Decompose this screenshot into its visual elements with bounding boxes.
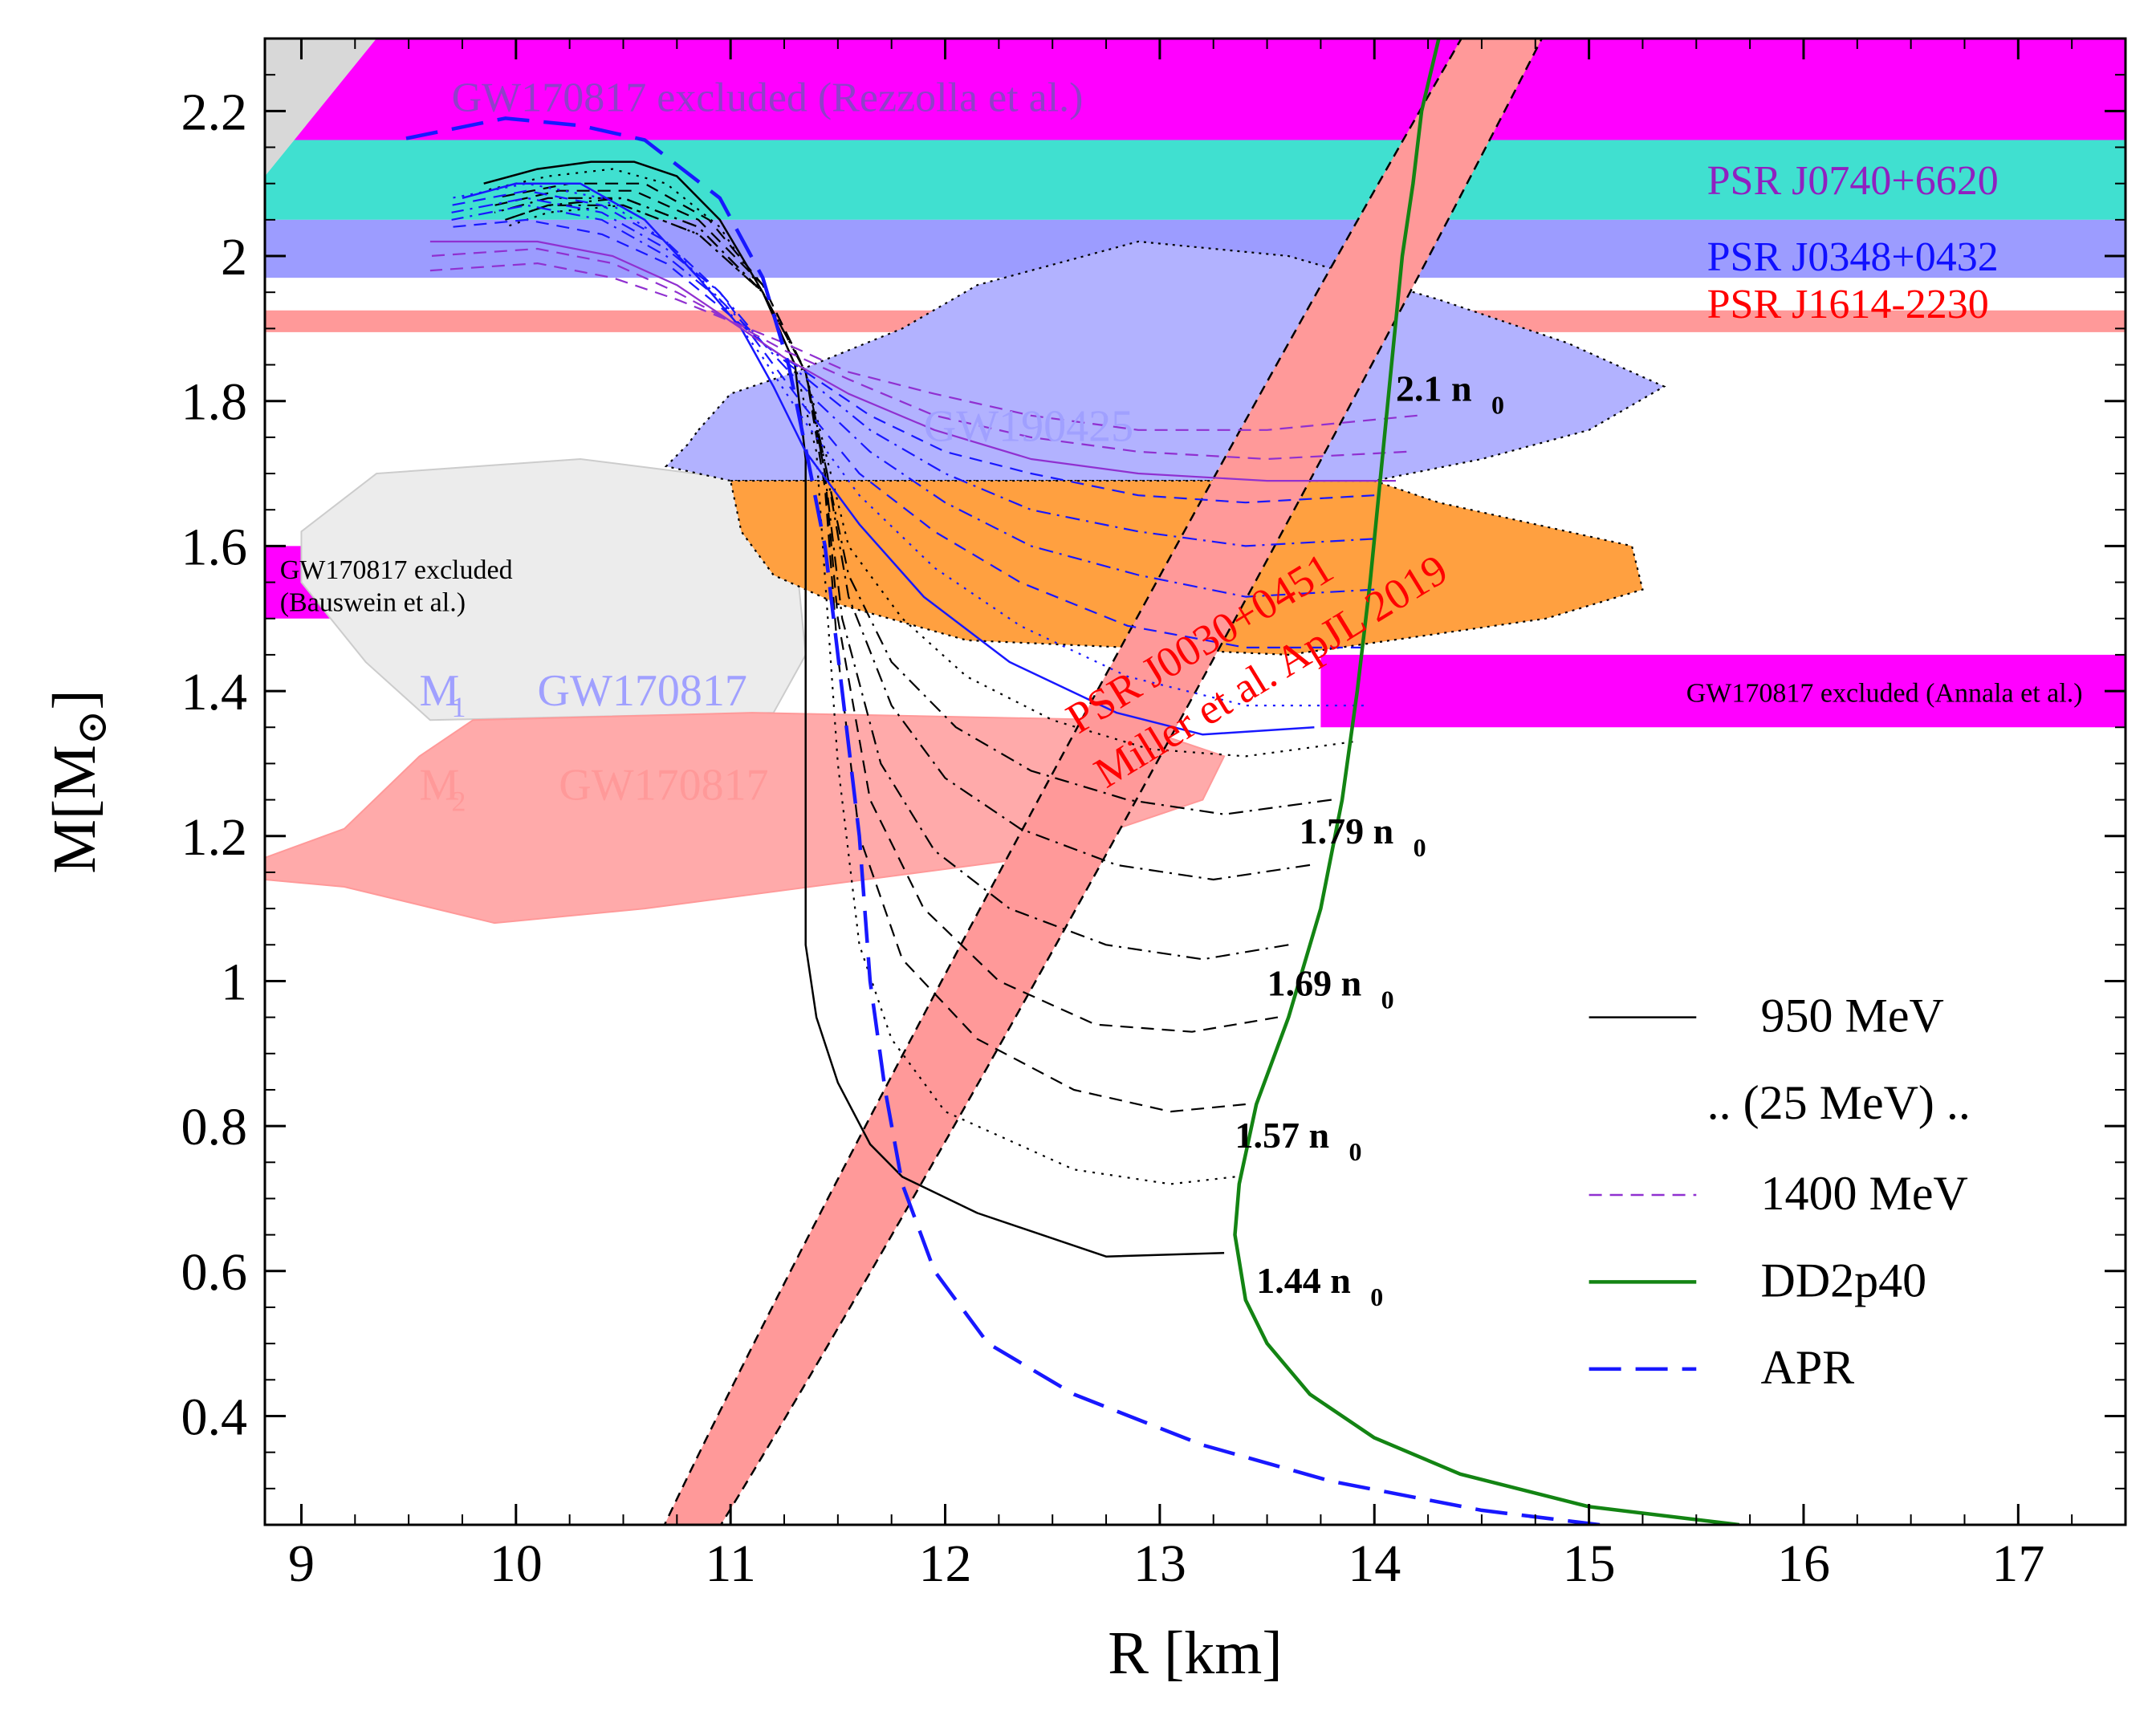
ellipse-psr-j0030-0451	[587, 39, 1746, 1525]
y-tick-label: 2.2	[181, 83, 248, 141]
region-label-gw170817-m1: GW170817	[538, 666, 747, 716]
series-25-mev-step-5	[505, 197, 1311, 881]
plot-area	[265, 39, 2125, 1525]
x-tick-label: 13	[1133, 1534, 1186, 1593]
series-blue-dashdot-1	[451, 197, 1375, 598]
x-tick-label: 12	[919, 1534, 972, 1593]
density-label-value: 2.1 n	[1396, 368, 1472, 409]
y-tick-label: 2	[221, 228, 247, 287]
series-violet-solid	[429, 240, 1396, 482]
series-25-mev-step-3	[494, 189, 1279, 1033]
band-gw170817-excluded-annala-et-al	[1320, 654, 2125, 728]
y-tick-label: 1.2	[181, 808, 248, 867]
density-label-sub: 0	[1349, 1137, 1361, 1166]
y-tick-label: 0.4	[181, 1388, 248, 1446]
series-blue-dotted-1	[451, 182, 1364, 707]
series-blue-dashdot-2	[451, 204, 1375, 547]
y-label-prefix: M[M	[41, 745, 108, 873]
density-label-0: 2.1 n 0	[1396, 368, 1504, 420]
series-25-mev-step-2	[494, 182, 1246, 1113]
series-apr	[397, 116, 1601, 1525]
band-label-j0348: PSR J0348+0432	[1707, 234, 1999, 280]
corner-region-overlay	[265, 39, 377, 177]
legend-label-1400-mev: 1400 MeV	[1760, 1167, 1967, 1220]
series-25-mev-step-7	[505, 204, 1353, 758]
region-gw170817-m2	[265, 712, 1226, 925]
y-label-sun-symbol: ⊙	[70, 710, 116, 746]
region-label-m2-sub: 2	[451, 786, 466, 818]
region-label-gw170817-m2: GW170817	[559, 761, 768, 811]
band-label-bauswein-1: GW170817 excluded	[280, 555, 513, 585]
band-label-j1614: PSR J1614-2230	[1707, 282, 1989, 327]
x-tick-label: 16	[1777, 1534, 1830, 1593]
axes: 9 10 11 12 13 14 15 16 170.40.60.811.21.41.61.82…	[181, 39, 2125, 1593]
y-tick-label: 0.6	[181, 1243, 248, 1302]
region-label-m1: M	[419, 666, 459, 716]
region-label-m1-sub: 1	[451, 691, 466, 723]
region-label-m2: M	[419, 761, 459, 811]
series-950-mev	[483, 161, 1225, 1258]
y-axis-label-text: M[M⊙]	[41, 689, 116, 873]
series-blue-dashed-2	[451, 218, 1375, 504]
density-label-value: 1.69 n	[1267, 963, 1362, 1004]
density-label-2: 1.69 n 0	[1267, 963, 1394, 1014]
legend-label-apr: APR	[1760, 1341, 1854, 1394]
series-25-mev-step-6	[505, 204, 1332, 815]
region-gw190425-blue	[664, 240, 1666, 482]
density-label-value: 1.57 n	[1235, 1115, 1329, 1156]
x-axis-label: R [km]	[1108, 1619, 1282, 1687]
y-axis-label: M[M⊙]	[41, 689, 116, 873]
y-tick-label: 1	[221, 953, 247, 1011]
density-label-sub: 0	[1491, 391, 1504, 420]
density-label-sub: 0	[1381, 986, 1394, 1014]
region-label-gw190425: GW190425	[924, 401, 1133, 451]
band-label-j0740: PSR J0740+6620	[1707, 158, 1999, 204]
y-tick-label: 1.4	[181, 663, 248, 721]
x-tick-label: 15	[1563, 1534, 1616, 1593]
y-tick-label: 1.8	[181, 373, 248, 432]
density-label-1: 1.79 n 0	[1300, 811, 1426, 862]
x-tick-label: 10	[490, 1534, 543, 1593]
series-blue-dashed-1	[451, 189, 1364, 648]
series-blue-solid	[462, 182, 1315, 736]
x-tick-label: 14	[1348, 1534, 1401, 1593]
y-tick-label: 0.8	[181, 1098, 248, 1156]
density-label-value: 1.79 n	[1300, 811, 1394, 851]
plot-frame	[263, 37, 2127, 1526]
band-label-bauswein-2: (Bauswein et al.)	[280, 588, 466, 618]
x-tick-label: 9	[288, 1534, 315, 1593]
density-label-sub: 0	[1414, 833, 1426, 862]
y-tick-label: 1.6	[181, 518, 248, 576]
series-violet-dashed-1	[429, 247, 1407, 461]
legend-label-25-mev: .. (25 MeV) ..	[1707, 1076, 1971, 1129]
density-label-4: 1.44 n 0	[1256, 1260, 1383, 1311]
legend: 950 MeV .. (25 MeV) .. 1400 MeV DD2p40 APR	[1589, 990, 1971, 1394]
band-label-annala: GW170817 excluded (Annala et al.)	[1686, 679, 2083, 709]
band-gw170817-excluded-rezzolla-et-al	[265, 39, 2125, 140]
x-tick-label: 11	[705, 1534, 756, 1593]
y-label-suffix: ]	[41, 689, 108, 709]
series-dd2p40	[1233, 39, 1740, 1525]
band-label-rezzolla: GW170817 excluded (Rezzolla et al.)	[452, 75, 1084, 120]
legend-label-950-mev: 950 MeV	[1760, 990, 1943, 1042]
legend-label-dd2p40: DD2p40	[1760, 1254, 1926, 1307]
density-label-3: 1.57 n 0	[1235, 1115, 1361, 1166]
series-1400-mev	[429, 262, 1418, 431]
density-label-sub: 0	[1370, 1282, 1383, 1311]
x-tick-label: 17	[1991, 1534, 2044, 1593]
density-label-value: 1.44 n	[1256, 1260, 1351, 1301]
